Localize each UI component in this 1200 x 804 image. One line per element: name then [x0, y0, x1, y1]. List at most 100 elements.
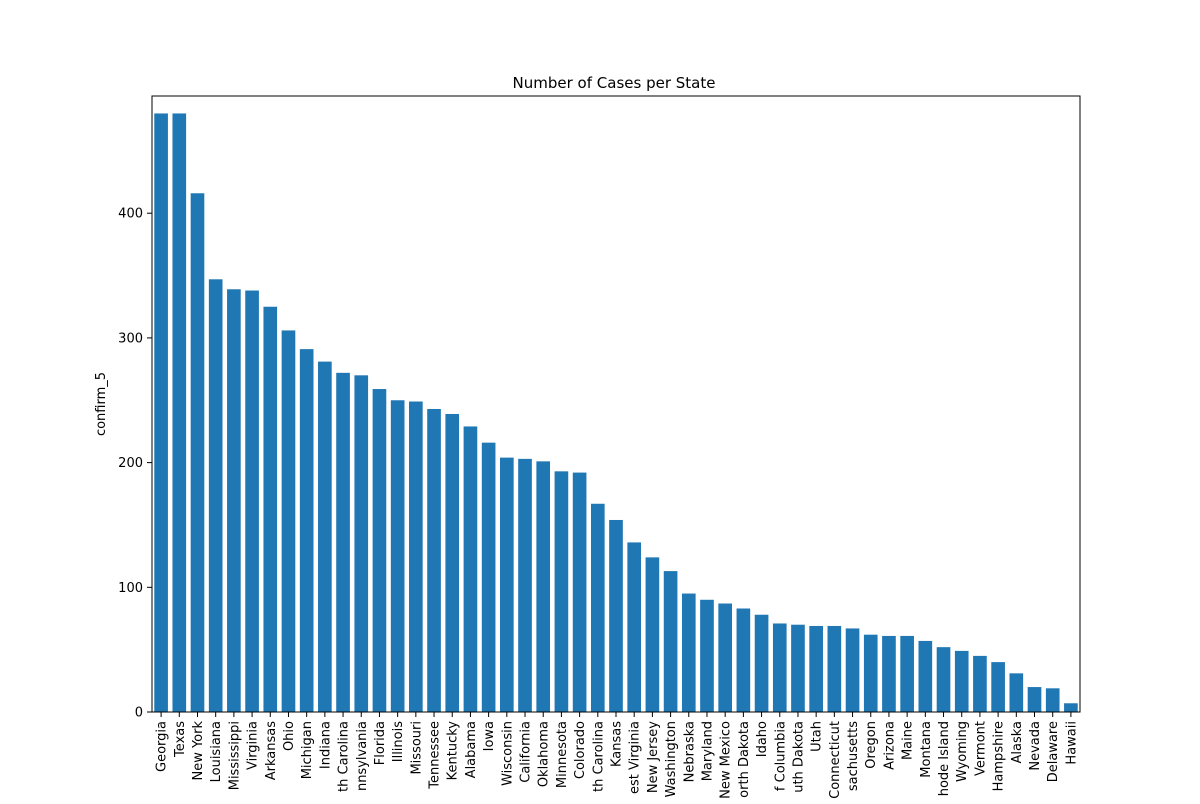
x-tick-label-8: Michigan — [300, 721, 315, 779]
x-tick-label-34: f Columbia — [773, 721, 788, 791]
bar-13 — [390, 400, 405, 712]
x-tick-label-17: Alabama — [464, 721, 479, 778]
bar-22 — [554, 471, 569, 712]
y-tick-label-4: 400 — [118, 207, 143, 222]
x-tick-label-16: Kentucky — [446, 721, 461, 781]
x-tick-label-23: Colorado — [573, 721, 588, 779]
y-tick-label-1: 100 — [118, 581, 143, 596]
bar-50 — [1064, 703, 1078, 712]
x-tick-label-35: uth Dakota — [791, 721, 806, 793]
bar-12 — [372, 389, 387, 712]
x-tick-label-13: Illinois — [391, 721, 406, 762]
bar-7 — [281, 330, 296, 712]
x-tick-label-38: sachusetts — [846, 721, 861, 791]
x-tick-label-30: Maryland — [700, 721, 715, 781]
bar-40 — [882, 635, 896, 712]
bar-18 — [481, 442, 496, 712]
x-tick-label-46: Hampshire — [992, 721, 1007, 791]
x-tick-label-9: Indiana — [318, 721, 333, 769]
x-tick-label-18: Iowa — [482, 721, 497, 751]
x-tick-label-41: Maine — [901, 721, 916, 760]
x-tick-label-2: New York — [191, 721, 206, 781]
x-tick-label-20: California — [519, 721, 534, 783]
x-tick-label-28: Washington — [664, 721, 679, 797]
bar-28 — [663, 571, 678, 712]
bar-16 — [445, 413, 460, 712]
x-tick-label-12: Florida — [373, 721, 388, 765]
bar-19 — [500, 457, 514, 712]
y-tick-label-2: 200 — [118, 456, 143, 471]
bar-10 — [336, 372, 350, 712]
x-tick-label-7: Ohio — [282, 721, 297, 751]
bar-34 — [772, 623, 787, 712]
bar-33 — [754, 614, 769, 712]
x-tick-label-29: Nebraska — [682, 721, 697, 782]
x-tick-label-48: Nevada — [1028, 721, 1043, 771]
bar-11 — [354, 375, 369, 712]
x-tick-label-39: Oregon — [864, 721, 879, 769]
bar-1 — [172, 113, 187, 712]
x-tick-label-21: Oklahoma — [537, 721, 552, 787]
x-tick-label-14: Missouri — [409, 721, 424, 775]
bar-35 — [791, 624, 805, 712]
x-tick-label-40: Arizona — [882, 721, 897, 770]
x-tick-label-43: hode Island — [937, 721, 952, 796]
x-tick-label-31: New Mexico — [719, 721, 734, 799]
x-tick-label-24: th Carolina — [591, 721, 606, 792]
x-tick-label-6: Arkansas — [264, 721, 279, 780]
bar-46 — [991, 662, 1005, 712]
bar-38 — [845, 628, 860, 712]
y-axis: 0 100 200 300 400 — [118, 207, 152, 721]
x-tick-label-50: Hawaii — [1064, 721, 1079, 765]
bar-30 — [700, 599, 714, 712]
bar-47 — [1009, 673, 1024, 712]
bar-5 — [245, 290, 259, 712]
bar-17 — [463, 426, 478, 712]
bar-29 — [681, 593, 696, 712]
x-tick-label-47: Alaska — [1010, 721, 1025, 764]
x-axis: Georgia Texas New York Louisiana Mississippi… — [155, 712, 1079, 799]
bar-4 — [227, 289, 241, 712]
bar-48 — [1027, 687, 1042, 712]
x-tick-label-25: Kansas — [610, 721, 625, 767]
bar-36 — [809, 625, 823, 712]
chart-title: Number of Cases per State — [513, 74, 716, 92]
x-tick-label-3: Louisiana — [209, 721, 224, 782]
bar-3 — [208, 279, 223, 712]
x-tick-label-45: Vermont — [973, 721, 988, 776]
bar-23 — [572, 472, 587, 712]
bar-37 — [827, 625, 842, 712]
bar-45 — [973, 655, 987, 712]
bar-15 — [427, 408, 441, 712]
bar-41 — [900, 635, 914, 712]
bar-49 — [1045, 688, 1060, 712]
bar-8 — [299, 349, 314, 712]
bar-20 — [518, 458, 532, 712]
bar-0 — [154, 113, 168, 712]
plot-frame — [151, 95, 1081, 713]
y-axis-label: confirm_5 — [94, 372, 109, 436]
x-tick-label-36: Utah — [810, 721, 825, 752]
x-tick-label-15: Tennessee — [428, 721, 443, 790]
x-tick-label-49: Delaware — [1046, 721, 1061, 782]
bar-26 — [627, 542, 642, 712]
bar-39 — [863, 634, 878, 712]
bar-31 — [718, 603, 732, 712]
bar-24 — [590, 503, 605, 712]
x-tick-label-37: Connecticut — [828, 721, 843, 799]
bar-21 — [536, 461, 551, 712]
x-tick-label-44: Wyoming — [955, 721, 970, 782]
bars-group — [154, 113, 1078, 712]
bar-43 — [936, 647, 951, 712]
bar-9 — [318, 361, 332, 712]
x-tick-label-0: Georgia — [155, 721, 170, 772]
x-tick-label-10: th Carolina — [337, 721, 352, 792]
x-tick-label-1: Texas — [173, 721, 188, 758]
bar-44 — [954, 650, 969, 712]
x-tick-label-11: nnsylvania — [355, 721, 370, 791]
x-tick-label-5: Virginia — [246, 721, 261, 770]
bar-42 — [918, 640, 933, 712]
x-tick-label-22: Minnesota — [555, 721, 570, 788]
y-tick-label-0: 0 — [135, 706, 143, 721]
